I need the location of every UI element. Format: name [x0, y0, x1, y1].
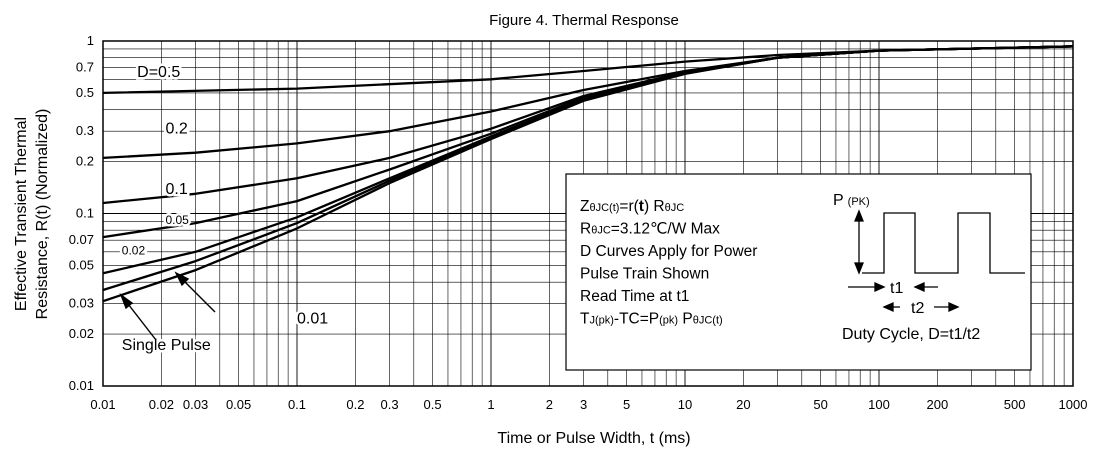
info-box: ZθJC(t)=r(t) RθJC RθJC=3.12℃/W Max D Curve…: [565, 173, 1032, 371]
annotation-arrows: [119, 271, 216, 341]
y-tick-label: 0.3: [76, 123, 94, 138]
curve-labels: D=0.5 0.2 0.1 0.05 0.02 0.01 Single Pulse: [119, 61, 330, 356]
x-tick-label: 200: [927, 397, 949, 412]
t2-arrow-right-head: [948, 301, 960, 313]
curve-label: D=0.5: [137, 64, 180, 81]
arrow-001-line: [179, 276, 216, 313]
x-tick-label: 500: [1004, 397, 1026, 412]
x-tick-label: 5: [623, 397, 630, 412]
y-tick-label: 0.7: [76, 60, 94, 75]
curve-label: 0.05: [166, 213, 190, 227]
x-tick-label: 0.1: [288, 397, 306, 412]
info-line: Pulse Train Shown: [580, 266, 709, 283]
curve-label: 0.2: [166, 121, 188, 138]
curves: [102, 45, 1074, 303]
y-tick-label: 0.2: [76, 154, 94, 169]
info-box-frame: [565, 173, 1032, 371]
y-axis-label-line2: Resistance, R(t) (Normalized): [34, 109, 51, 320]
x-tick-label: 0.01: [90, 397, 115, 412]
x-tick-label: 100: [868, 397, 890, 412]
y-axis-label-line1: Effective Transient Thermal: [13, 117, 30, 311]
x-tick-label: 10: [678, 397, 692, 412]
t1-arrow-left-head: [874, 281, 886, 293]
p-arrow-top: [854, 209, 864, 222]
x-axis-ticks: 0.01 0.02 0.03 0.05 0.1 0.2 0.3 0.5 1 2 3 5 10 20 50 10…: [90, 397, 1087, 412]
x-tick-label: 0.03: [183, 397, 208, 412]
t2-arrow-left-head: [882, 301, 894, 313]
y-tick-label: 0.01: [69, 378, 94, 393]
x-tick-label: 50: [813, 397, 827, 412]
curve-single-pulse: [102, 45, 1074, 303]
curve-d-0-5: [102, 45, 1074, 95]
curve-label: 0.02: [122, 243, 146, 257]
y-tick-label: 0.1: [76, 206, 94, 221]
t2-label: t2: [911, 300, 924, 317]
t1-arrow-right-head: [913, 281, 925, 293]
curve-label: Single Pulse: [122, 337, 211, 354]
duty-cycle-label: Duty Cycle, D=t1/t2: [842, 326, 980, 343]
arrow-001-head: [174, 271, 190, 287]
chart-title: Figure 4. Thermal Response: [489, 12, 679, 29]
x-tick-label: 0.3: [381, 397, 399, 412]
x-tick-label: 0.2: [346, 397, 364, 412]
y-tick-label: 1: [87, 33, 94, 48]
pulse-p-label: P (PK): [833, 192, 870, 209]
info-text-lines: ZθJC(t)=r(t) RθJC RθJC=3.12℃/W Max D Curve…: [580, 198, 757, 328]
x-tick-label: 20: [736, 397, 750, 412]
curve-label: 0.1: [166, 181, 188, 198]
arrow-single-pulse-line: [124, 299, 157, 341]
info-line: Read Time at t1: [580, 288, 689, 305]
pulse-waveform: [862, 212, 1025, 274]
y-tick-label: 0.02: [69, 326, 94, 341]
x-tick-label: 0.02: [149, 397, 174, 412]
t1-label: t1: [890, 280, 903, 297]
x-tick-label: 1: [487, 397, 494, 412]
x-tick-label: 2: [546, 397, 553, 412]
info-line: TJ(pk)-TC=P(pk) PθJC(t): [580, 311, 723, 328]
curve-0-2: [102, 45, 1074, 160]
info-line: D Curves Apply for Power: [580, 243, 757, 260]
p-arrow-bottom: [854, 262, 864, 275]
y-tick-label: 0.07: [69, 232, 94, 247]
x-axis-label: Time or Pulse Width, t (ms): [497, 430, 690, 447]
y-tick-label: 0.03: [69, 296, 94, 311]
x-tick-label: 0.5: [424, 397, 442, 412]
plot-frame: [102, 40, 1074, 387]
info-line: ZθJC(t)=r(t) RθJC: [580, 198, 684, 215]
curve-label: 0.01: [297, 311, 328, 328]
info-line: RθJC=3.12℃/W Max: [580, 221, 720, 238]
x-tick-label: 3: [580, 397, 587, 412]
pulse-train-diagram: [848, 209, 1025, 313]
y-tick-label: 0.5: [76, 85, 94, 100]
x-tick-label: 0.05: [226, 397, 251, 412]
y-axis-ticks: 0.01 0.02 0.03 0.05 0.07 0.1 0.2 0.3 0.5 0.7 1: [69, 33, 94, 393]
y-tick-label: 0.05: [69, 257, 94, 272]
arrow-single-pulse-head: [119, 293, 134, 310]
x-tick-label: 1000: [1059, 397, 1088, 412]
